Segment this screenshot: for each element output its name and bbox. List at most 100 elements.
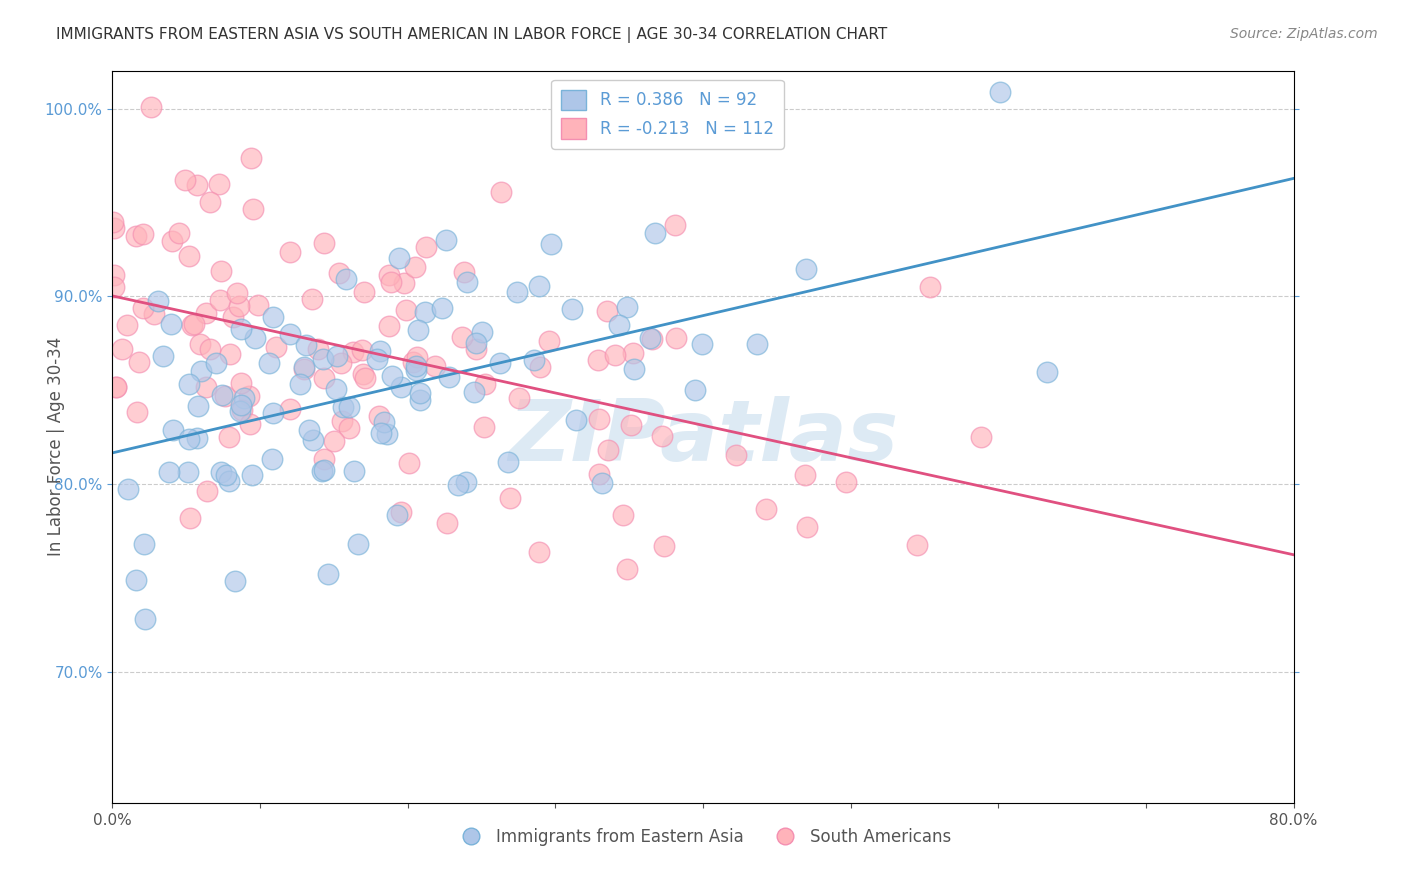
Immigrants from Eastern Asia <box>190 364 212 378</box>
South Americans <box>180 318 202 333</box>
Immigrants from Eastern Asia <box>368 343 391 358</box>
South Americans <box>188 337 211 351</box>
South Americans <box>725 448 748 462</box>
South Americans <box>342 345 364 359</box>
Immigrants from Eastern Asia <box>215 468 238 483</box>
South Americans <box>177 249 200 263</box>
South Americans <box>226 286 249 301</box>
South Americans <box>796 520 818 534</box>
South Americans <box>588 353 610 368</box>
South Americans <box>103 268 125 283</box>
South Americans <box>465 342 488 356</box>
Immigrants from Eastern Asia <box>337 400 360 414</box>
Immigrants from Eastern Asia <box>292 359 315 374</box>
South Americans <box>128 355 150 369</box>
South Americans <box>489 185 512 199</box>
South Americans <box>970 430 993 444</box>
South Americans <box>139 100 162 114</box>
South Americans <box>174 173 197 187</box>
South Americans <box>404 260 426 275</box>
Immigrants from Eastern Asia <box>988 85 1011 99</box>
Immigrants from Eastern Asia <box>146 293 169 308</box>
South Americans <box>337 420 360 434</box>
Immigrants from Eastern Asia <box>205 356 228 370</box>
South Americans <box>242 202 264 216</box>
Immigrants from Eastern Asia <box>434 233 457 247</box>
South Americans <box>453 265 475 279</box>
South Americans <box>588 411 610 425</box>
South Americans <box>395 302 418 317</box>
South Americans <box>353 285 375 299</box>
Immigrants from Eastern Asia <box>690 337 713 351</box>
South Americans <box>508 391 530 405</box>
South Americans <box>278 402 301 417</box>
South Americans <box>389 506 412 520</box>
South Americans <box>406 350 429 364</box>
South Americans <box>209 264 232 278</box>
South Americans <box>103 220 125 235</box>
South Americans <box>186 178 208 192</box>
South Americans <box>378 268 401 283</box>
Immigrants from Eastern Asia <box>232 391 254 405</box>
South Americans <box>527 545 550 559</box>
South Americans <box>529 359 551 374</box>
Immigrants from Eastern Asia <box>288 377 311 392</box>
Immigrants from Eastern Asia <box>260 451 283 466</box>
South Americans <box>132 227 155 241</box>
South Americans <box>621 346 644 360</box>
South Americans <box>167 226 190 240</box>
Immigrants from Eastern Asia <box>464 335 486 350</box>
Immigrants from Eastern Asia <box>125 573 148 587</box>
South Americans <box>353 371 375 385</box>
South Americans <box>330 414 353 428</box>
South Americans <box>183 317 205 331</box>
Immigrants from Eastern Asia <box>644 226 666 240</box>
Legend: Immigrants from Eastern Asia, South Americans: Immigrants from Eastern Asia, South Amer… <box>447 822 959 853</box>
South Americans <box>312 371 335 385</box>
South Americans <box>194 306 217 320</box>
South Americans <box>603 349 626 363</box>
South Americans <box>835 475 858 489</box>
Immigrants from Eastern Asia <box>218 475 240 489</box>
South Americans <box>208 293 231 308</box>
Immigrants from Eastern Asia <box>243 331 266 345</box>
Immigrants from Eastern Asia <box>262 406 284 420</box>
Immigrants from Eastern Asia <box>540 237 562 252</box>
Immigrants from Eastern Asia <box>366 351 388 366</box>
South Americans <box>755 502 778 516</box>
South Americans <box>328 266 350 280</box>
South Americans <box>641 332 664 346</box>
Immigrants from Eastern Asia <box>228 404 250 418</box>
Immigrants from Eastern Asia <box>447 478 470 492</box>
Immigrants from Eastern Asia <box>325 382 347 396</box>
Immigrants from Eastern Asia <box>616 300 638 314</box>
Immigrants from Eastern Asia <box>326 350 349 364</box>
South Americans <box>218 346 240 360</box>
Immigrants from Eastern Asia <box>430 301 453 315</box>
South Americans <box>616 562 638 576</box>
South Americans <box>377 319 399 334</box>
Text: Source: ZipAtlas.com: Source: ZipAtlas.com <box>1230 27 1378 41</box>
Immigrants from Eastern Asia <box>409 386 432 401</box>
Immigrants from Eastern Asia <box>439 370 461 384</box>
Immigrants from Eastern Asia <box>406 323 429 337</box>
Immigrants from Eastern Asia <box>413 305 436 319</box>
Text: IMMIGRANTS FROM EASTERN ASIA VS SOUTH AMERICAN IN LABOR FORCE | AGE 30-34 CORREL: IMMIGRANTS FROM EASTERN ASIA VS SOUTH AM… <box>56 27 887 43</box>
South Americans <box>905 538 928 552</box>
Immigrants from Eastern Asia <box>117 482 139 496</box>
Immigrants from Eastern Asia <box>257 356 280 370</box>
South Americans <box>264 340 287 354</box>
Immigrants from Eastern Asia <box>591 475 613 490</box>
Immigrants from Eastern Asia <box>489 356 512 370</box>
South Americans <box>238 389 260 403</box>
South Americans <box>195 483 218 498</box>
South Americans <box>103 215 125 229</box>
Immigrants from Eastern Asia <box>623 362 645 376</box>
Immigrants from Eastern Asia <box>607 318 630 332</box>
South Americans <box>229 376 252 390</box>
South Americans <box>367 409 389 423</box>
South Americans <box>110 342 132 356</box>
Immigrants from Eastern Asia <box>685 383 707 397</box>
South Americans <box>329 356 352 370</box>
South Americans <box>425 359 447 374</box>
